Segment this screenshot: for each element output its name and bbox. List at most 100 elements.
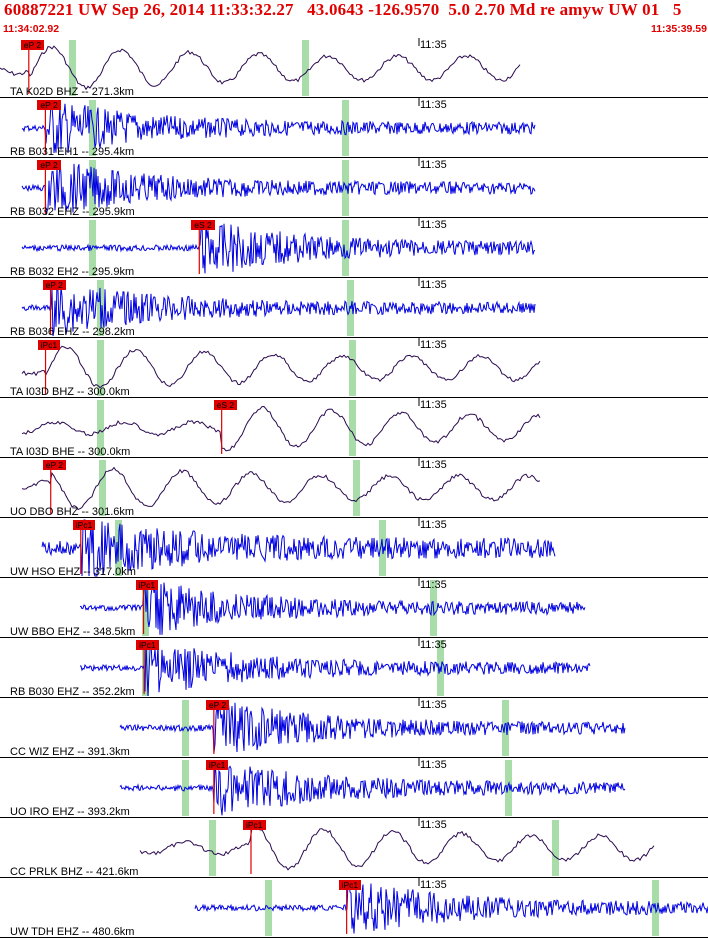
waveform-plot — [0, 578, 708, 638]
phase-pick-flag[interactable]: iPc1 — [135, 580, 159, 590]
phase-pick-flag[interactable]: iPc1 — [243, 820, 266, 830]
trace-panel: iPc1 11:35 UW HSO EHZ -- 317.0km — [0, 518, 708, 578]
start-time: 11:34:02.92 — [3, 23, 60, 35]
phase-pick-flag[interactable]: eP 2 — [37, 160, 61, 170]
waveform-trace — [21, 160, 536, 215]
phase-pick-flag[interactable]: iPc1 — [136, 640, 159, 650]
station-channel-label: TA K02D BHZ -- 271.3km — [10, 86, 134, 98]
waveform-trace — [194, 879, 708, 934]
phase-pick-flag[interactable]: eS 2 — [213, 400, 238, 410]
phase-pick-flag[interactable]: eP 2 — [42, 280, 66, 290]
waveform-plot — [0, 638, 708, 698]
phase-pick-flag[interactable]: iPc1 — [338, 880, 362, 890]
time-tick-label: 11:35 — [420, 399, 447, 411]
time-tick-label: 11:35 — [420, 339, 447, 351]
phase-pick-flag[interactable]: eP 2 — [42, 460, 67, 470]
trace-panel: eP 2 11:35 UO DBO BHZ -- 301.6km — [0, 458, 708, 518]
travel-time-window-marker — [552, 820, 559, 876]
waveform-trace — [21, 219, 536, 274]
waveform-plot — [0, 98, 708, 158]
trace-panel: iPc1 11:35 RB B030 EHZ -- 352.2km — [0, 638, 708, 698]
trace-panel: eP 2 11:35 RB B031 EH1 -- 295.4km — [0, 98, 708, 158]
time-tick-label: 11:35 — [420, 579, 447, 591]
waveform-plot — [0, 818, 708, 878]
waveform-trace — [139, 825, 655, 871]
trace-panel: eP 2 11:35 RB B032 EHZ -- 295.9km — [0, 158, 708, 218]
trace-panel: eP 2 11:35 CC WIZ EHZ -- 391.3km — [0, 698, 708, 758]
waveform-trace — [0, 45, 521, 91]
waveform-trace — [21, 466, 541, 511]
waveform-plot — [0, 338, 708, 398]
waveform-plot — [0, 218, 708, 278]
time-tick-label: 11:35 — [420, 99, 447, 111]
station-channel-label: RB B031 EH1 -- 295.4km — [10, 146, 135, 158]
phase-pick-flag[interactable]: iPc1 — [72, 520, 96, 530]
trace-panel: iPc1 11:35 UO IRO EHZ -- 393.2km — [0, 758, 708, 818]
waveform-trace — [21, 345, 541, 389]
waveform-trace — [119, 759, 626, 816]
phase-pick-flag[interactable]: eP 2 — [205, 700, 230, 710]
station-channel-label: UO DBO BHZ -- 301.6km — [10, 506, 135, 518]
time-tick-label: 11:35 — [420, 159, 447, 171]
travel-time-window-marker — [502, 700, 509, 756]
station-channel-label: UW BBO EHZ -- 348.5km — [10, 626, 136, 638]
station-channel-label: UO IRO EHZ -- 393.2km — [10, 806, 130, 818]
time-tick-label: 11:35 — [420, 879, 447, 891]
travel-time-window-marker — [182, 700, 189, 756]
time-tick-label: 11:35 — [420, 819, 447, 831]
waveform-plot — [0, 758, 708, 818]
time-tick-label: 11:35 — [420, 279, 447, 291]
station-channel-label: CC WIZ EHZ -- 391.3km — [10, 746, 130, 758]
time-tick-label: 11:35 — [420, 459, 447, 471]
travel-time-window-marker — [89, 100, 96, 156]
phase-pick-flag[interactable]: iPc1 — [37, 340, 61, 350]
station-channel-label: RB B032 EHZ -- 295.9km — [10, 206, 135, 218]
waveform-plot — [0, 398, 708, 458]
time-tick-label: 11:35 — [420, 759, 447, 771]
time-tick-label: 11:35 — [420, 519, 447, 531]
travel-time-window-marker — [97, 400, 104, 456]
waveform-plot — [0, 518, 708, 578]
waveform-trace — [119, 699, 626, 753]
trace-panel: eS 2 11:35 TA I03D BHE -- 300.0km — [0, 398, 708, 458]
station-channel-label: TA I03D BHZ -- 300.0km — [10, 386, 130, 398]
trace-panel: eP 2 11:35 RB B036 EHZ -- 298.2km — [0, 278, 708, 338]
travel-time-window-marker — [349, 400, 356, 456]
time-tick-label: 11:35 — [420, 699, 447, 711]
phase-pick-flag[interactable]: iPc1 — [205, 760, 229, 770]
travel-time-window-marker — [505, 760, 512, 816]
station-channel-label: RB B036 EHZ -- 298.2km — [10, 326, 135, 338]
trace-panel: eP 2 11:35 TA K02D BHZ -- 271.3km — [0, 38, 708, 98]
travel-time-window-marker — [353, 460, 360, 516]
station-channel-label: UW HSO EHZ -- 317.0km — [10, 566, 136, 578]
travel-time-window-marker — [342, 220, 349, 276]
time-tick-label: 11:35 — [420, 219, 447, 231]
travel-time-window-marker — [349, 340, 356, 396]
travel-time-window-marker — [69, 40, 76, 96]
phase-pick-flag[interactable]: eS 2 — [191, 220, 215, 230]
event-header: 60887221 UW Sep 26, 2014 11:33:32.27 43.… — [0, 0, 708, 38]
waveform-plot — [0, 38, 708, 98]
end-time: 11:35:39.59 — [650, 23, 707, 35]
trace-panel: iPc1 11:35 UW BBO EHZ -- 348.5km — [0, 578, 708, 638]
time-tick-label: 11:35 — [420, 39, 447, 51]
seismogram-trace-stack: eP 2 11:35 TA K02D BHZ -- 271.3km eP 2 11:35… — [0, 38, 708, 938]
station-channel-label: TA I03D BHE -- 300.0km — [10, 446, 131, 458]
trace-panel: eS 2 11:35 RB B032 EH2 -- 295.9km — [0, 218, 708, 278]
trace-panel: iPc1 11:35 CC PRLK BHZ -- 421.6km — [0, 818, 708, 878]
station-channel-label: UW TDH EHZ -- 480.6km — [10, 926, 135, 938]
waveform-plot — [0, 278, 708, 338]
station-channel-label: CC PRLK BHZ -- 421.6km — [10, 866, 139, 878]
waveform-trace — [21, 405, 541, 452]
travel-time-window-marker — [209, 820, 216, 876]
event-title: 60887221 UW Sep 26, 2014 11:33:32.27 43.… — [4, 0, 682, 19]
phase-pick-flag[interactable]: eP 2 — [37, 100, 61, 110]
waveform-trace — [79, 579, 586, 635]
travel-time-window-marker — [97, 340, 104, 396]
time-tick-label: 11:35 — [420, 639, 447, 651]
travel-time-window-marker — [342, 100, 349, 156]
waveform-trace — [41, 519, 556, 577]
waveform-plot — [0, 458, 708, 518]
trace-panel: iPc1 11:35 UW TDH EHZ -- 480.6km — [0, 878, 708, 938]
phase-pick-flag[interactable]: eP 2 — [20, 40, 45, 50]
